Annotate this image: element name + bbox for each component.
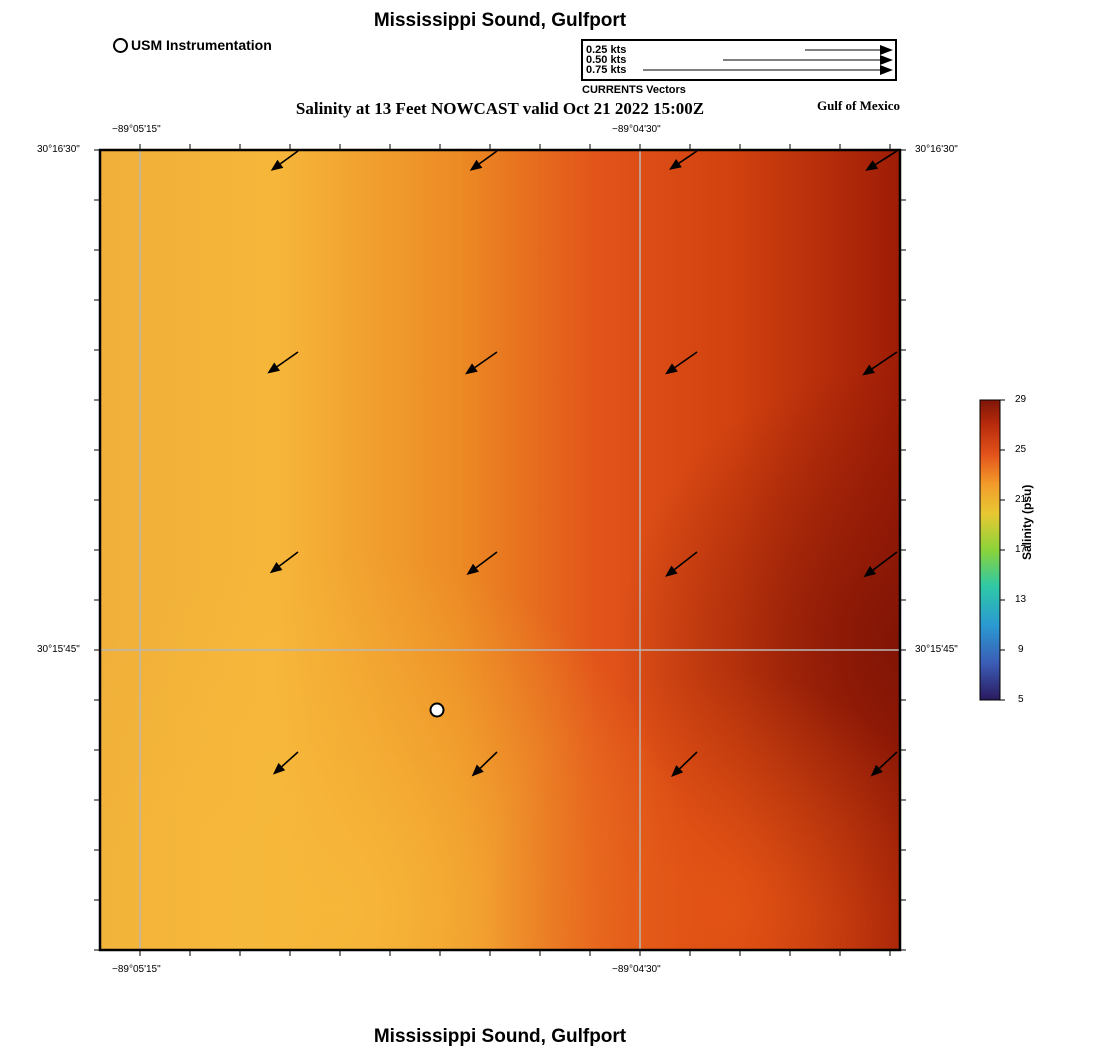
station-legend-label: USM Instrumentation	[131, 37, 272, 53]
current-arrow-icon	[669, 150, 698, 170]
colorbar-tick-label: 29	[1015, 394, 1027, 405]
colorbar-tick-label: 25	[1015, 444, 1027, 455]
map-title: Mississippi Sound, Gulfport	[373, 10, 627, 31]
graticule	[100, 150, 900, 950]
colorbar-tick-label: 13	[1015, 594, 1027, 605]
lat-tick-label: 30°16'30"	[37, 144, 80, 155]
arrow-right-icon	[643, 65, 893, 75]
lon-tick-label: −89°05'15"	[112, 124, 161, 135]
current-arrow-icon	[270, 150, 299, 171]
colorbar-title: Salinity (psu)	[1020, 484, 1034, 560]
current-arrow-icon	[870, 751, 898, 777]
current-arrow-icon	[862, 351, 898, 376]
station-marker-icon	[113, 37, 128, 53]
lat-tick-label: 30°15'45"	[37, 644, 80, 655]
vector-scale-arrows	[643, 45, 893, 75]
current-arrow-icon	[471, 751, 498, 777]
current-arrow-icon	[272, 751, 299, 775]
current-arrow-icon	[465, 351, 498, 375]
colorbar	[979, 399, 1005, 701]
current-arrow-icon	[665, 551, 698, 577]
station-legend: USM Instrumentation	[113, 37, 272, 53]
current-arrow-icon	[267, 351, 299, 374]
lon-tick-label: −89°04'30"	[612, 964, 661, 975]
current-arrow-icon	[466, 551, 498, 576]
current-arrow-icon	[469, 150, 498, 171]
current-arrow-icon	[269, 551, 299, 574]
current-arrow-icon	[671, 751, 698, 778]
station-marker[interactable]	[429, 702, 445, 718]
vector-scale-legend: 0.25 kts 0.50 kts 0.75 kts	[581, 39, 897, 81]
colorbar-tick-label: 21	[1015, 494, 1027, 505]
vector-scale-label: 0.25 kts	[586, 44, 627, 56]
footer-title: Mississippi Sound, Gulfport	[373, 1026, 627, 1047]
map-subtitle: Salinity at 13 Feet NOWCAST valid Oct 21…	[295, 99, 705, 118]
current-arrow-icon	[863, 551, 898, 578]
arrow-right-icon	[805, 45, 893, 55]
map-frame	[94, 144, 906, 956]
colorbar-tick-label: 17	[1015, 544, 1027, 555]
current-arrow-icon	[665, 351, 698, 375]
salinity-field	[100, 150, 900, 950]
vector-scale-label: 0.75 kts	[586, 64, 627, 76]
lon-tick-label: −89°05'15"	[112, 964, 161, 975]
lon-tick-label: −89°04'30"	[612, 124, 661, 135]
arrow-right-icon	[723, 55, 893, 65]
current-arrow-icon	[865, 150, 898, 171]
lat-tick-label: 30°15'45"	[915, 644, 958, 655]
region-label: Gulf of Mexico	[816, 98, 900, 113]
lat-tick-label: 30°16'30"	[915, 144, 958, 155]
current-vectors	[267, 150, 898, 778]
vector-caption: CURRENTS Vectors	[582, 84, 686, 96]
colorbar-tick-label: 5	[1018, 694, 1024, 705]
vector-scale-label: 0.50 kts	[586, 54, 627, 66]
colorbar-tick-label: 9	[1018, 644, 1024, 655]
